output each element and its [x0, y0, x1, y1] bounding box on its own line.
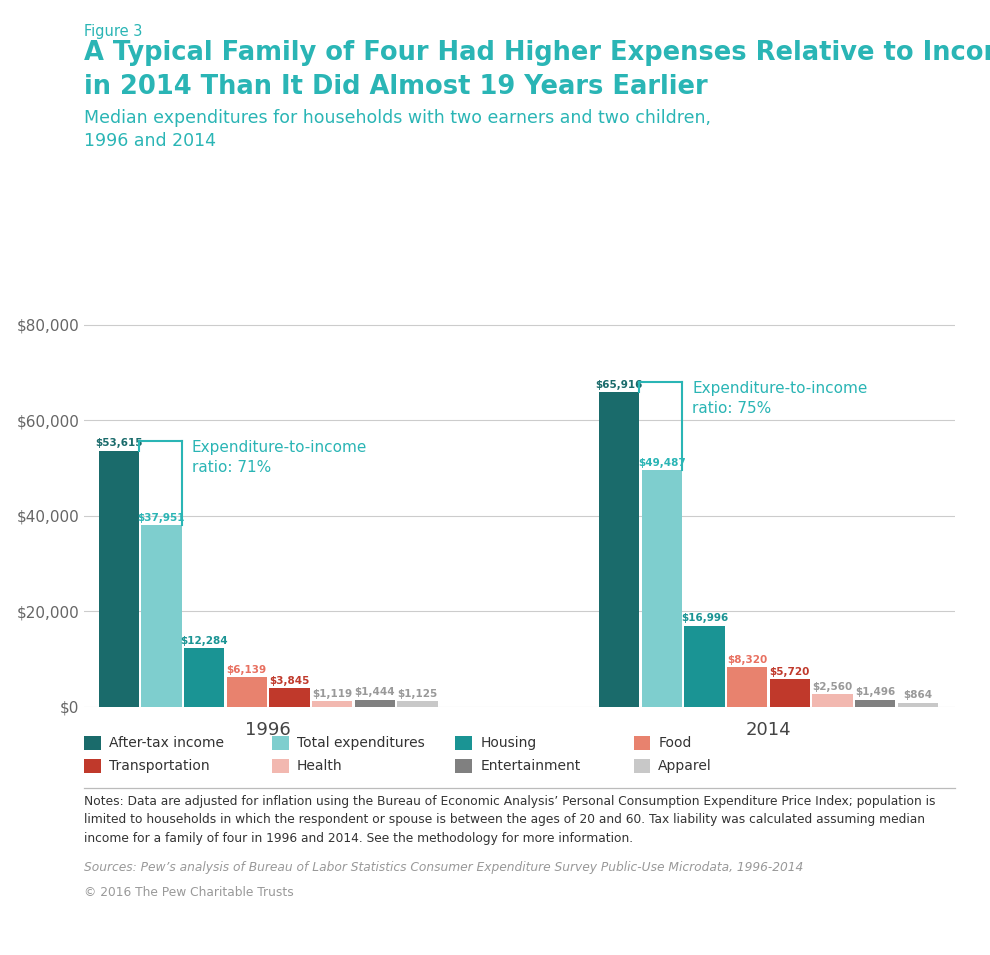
Text: $1,444: $1,444 [354, 688, 395, 697]
Bar [642, 471, 682, 707]
Text: $2,560: $2,560 [813, 682, 852, 692]
Bar [397, 701, 438, 707]
Text: Expenditure-to-income
ratio: 75%: Expenditure-to-income ratio: 75% [692, 381, 868, 416]
Bar [855, 700, 895, 707]
Bar [898, 703, 939, 707]
Bar [99, 451, 139, 707]
Text: $3,845: $3,845 [269, 676, 310, 686]
Text: $864: $864 [903, 690, 933, 700]
Text: $5,720: $5,720 [769, 667, 810, 677]
Text: Expenditure-to-income
ratio: 71%: Expenditure-to-income ratio: 71% [192, 440, 367, 475]
Text: $49,487: $49,487 [638, 458, 686, 468]
Text: Transportation: Transportation [109, 759, 210, 773]
Text: 1996: 1996 [246, 721, 291, 739]
Bar [227, 677, 267, 707]
Text: © 2016 The Pew Charitable Trusts: © 2016 The Pew Charitable Trusts [84, 886, 294, 900]
Bar [354, 700, 395, 707]
Text: in 2014 Than It Did Almost 19 Years Earlier: in 2014 Than It Did Almost 19 Years Earl… [84, 74, 708, 100]
Bar [269, 689, 310, 707]
Bar [727, 667, 767, 707]
Text: $53,615: $53,615 [95, 438, 143, 448]
Text: Total expenditures: Total expenditures [297, 736, 425, 750]
Text: $37,951: $37,951 [138, 513, 185, 523]
Text: Notes: Data are adjusted for inflation using the Bureau of Economic Analysis’ Pe: Notes: Data are adjusted for inflation u… [84, 795, 936, 844]
Text: $1,125: $1,125 [397, 689, 438, 699]
Text: Apparel: Apparel [658, 759, 712, 773]
Bar [684, 626, 725, 707]
Text: 2014: 2014 [745, 721, 791, 739]
Text: Figure 3: Figure 3 [84, 24, 143, 39]
Text: Housing: Housing [480, 736, 537, 750]
Text: $6,139: $6,139 [227, 665, 267, 675]
Text: Food: Food [658, 736, 692, 750]
Text: Entertainment: Entertainment [480, 759, 580, 773]
Text: Median expenditures for households with two earners and two children,
1996 and 2: Median expenditures for households with … [84, 109, 711, 151]
Text: $65,916: $65,916 [596, 379, 643, 390]
Text: A Typical Family of Four Had Higher Expenses Relative to Income: A Typical Family of Four Had Higher Expe… [84, 40, 990, 66]
Text: $16,996: $16,996 [681, 613, 729, 624]
Bar [769, 679, 810, 707]
Text: $1,496: $1,496 [855, 688, 895, 697]
Bar [813, 694, 852, 707]
Text: Sources: Pew’s analysis of Bureau of Labor Statistics Consumer Expenditure Surve: Sources: Pew’s analysis of Bureau of Lab… [84, 861, 804, 875]
Bar [184, 648, 225, 707]
Text: $8,320: $8,320 [727, 654, 767, 665]
Text: $1,119: $1,119 [312, 689, 352, 699]
Bar [312, 701, 352, 707]
Text: After-tax income: After-tax income [109, 736, 224, 750]
Text: $12,284: $12,284 [180, 636, 228, 646]
Bar [599, 392, 640, 707]
Text: Health: Health [297, 759, 343, 773]
Bar [142, 525, 181, 707]
